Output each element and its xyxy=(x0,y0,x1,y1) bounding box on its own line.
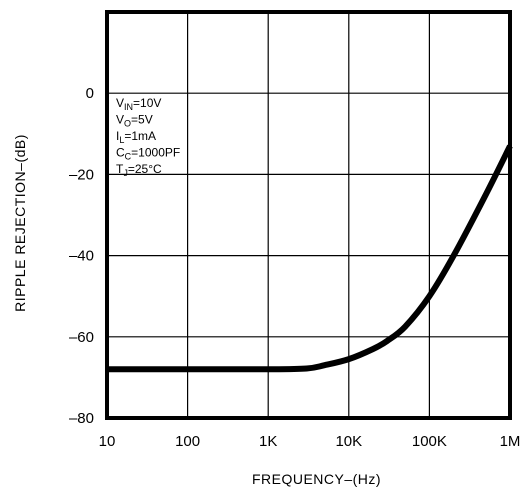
y-axis-label: RIPPLE REJECTION–(dB) xyxy=(12,134,28,312)
y-tick-label: –20 xyxy=(69,166,94,183)
ripple-rejection-curve xyxy=(106,144,513,373)
x-axis-label: FREQUENCY–(Hz) xyxy=(252,471,381,487)
grid-lines xyxy=(106,11,511,419)
x-tick-label: 1M xyxy=(500,433,521,450)
y-tick-label: –60 xyxy=(69,329,94,346)
y-tick-label: –80 xyxy=(69,410,94,427)
x-tick-label: 100 xyxy=(175,433,200,450)
x-tick-label: 1K xyxy=(259,433,277,450)
x-tick-label: 10K xyxy=(335,433,362,450)
y-tick-labels: 0 –20 –40 –60 –80 xyxy=(69,85,94,427)
y-tick-label: –40 xyxy=(69,248,94,265)
condition-line: VIN=10V xyxy=(116,96,161,112)
x-tick-label: 100K xyxy=(412,433,447,450)
condition-line: TJ=25°C xyxy=(116,162,162,178)
condition-line: VO=5V xyxy=(116,113,153,129)
plot-frame xyxy=(105,10,512,420)
x-tick-label: 10 xyxy=(99,433,116,450)
x-tick-labels: 10 100 1K 10K 100K 1M xyxy=(99,433,521,450)
curve-layer xyxy=(106,144,513,373)
condition-line: IL=1mA xyxy=(116,129,156,145)
condition-line: CC=1000PF xyxy=(116,146,180,162)
y-tick-label: 0 xyxy=(86,85,94,102)
